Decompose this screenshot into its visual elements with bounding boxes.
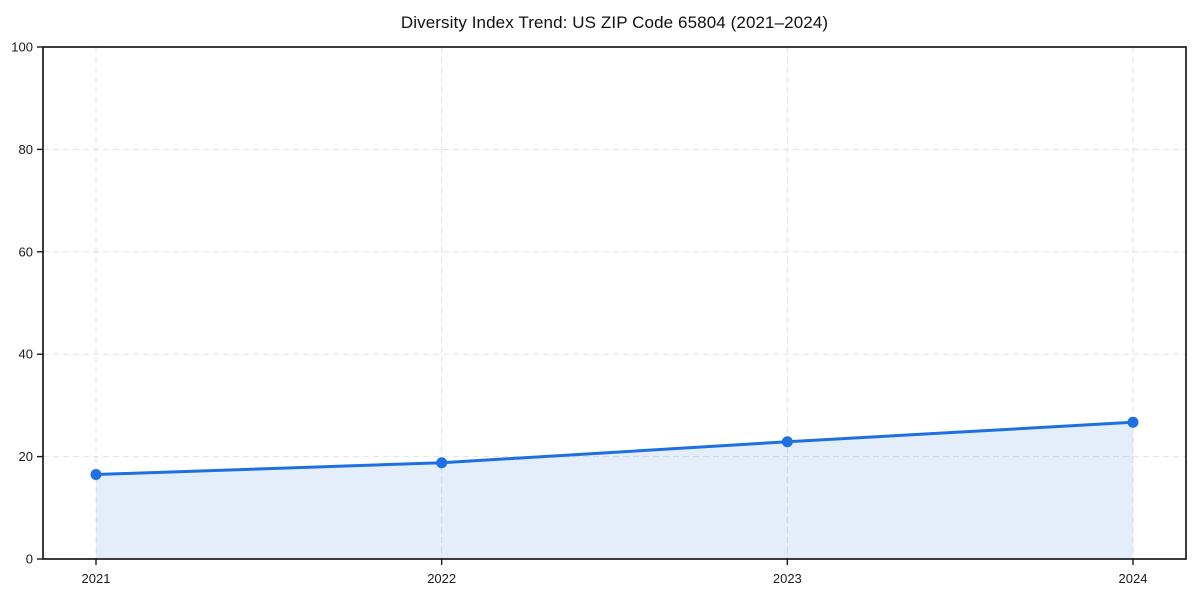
data-point-2021 [90,469,102,481]
y-tick-label: 100 [11,40,33,55]
data-point-2024 [1127,416,1139,428]
x-tick-label: 2022 [427,571,456,586]
y-tick-label: 0 [26,552,33,567]
y-tick-label: 20 [19,449,33,464]
area-fill [96,422,1133,559]
data-point-2023 [781,436,793,448]
chart-title: Diversity Index Trend: US ZIP Code 65804… [400,13,829,32]
y-tick-label: 40 [19,347,33,362]
data-point-2022 [436,457,448,469]
y-tick-label: 60 [19,244,33,259]
x-tick-label: 2021 [82,571,111,586]
x-tick-label: 2024 [1119,571,1148,586]
plot-border [42,46,1187,560]
y-tick-label: 80 [19,142,33,157]
x-tick-label: 2023 [773,571,802,586]
trend-line [94,420,1135,477]
